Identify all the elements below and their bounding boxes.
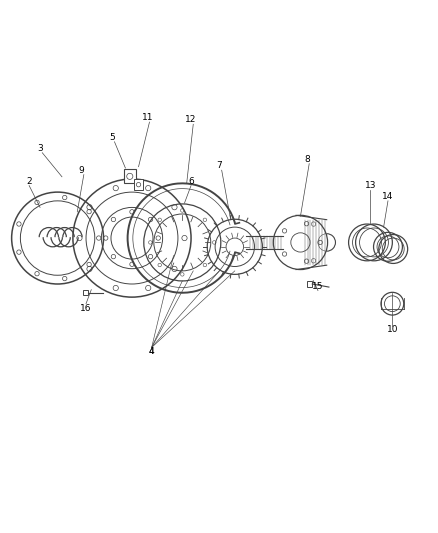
Text: 11: 11	[141, 113, 153, 122]
Text: 3: 3	[37, 144, 43, 153]
FancyBboxPatch shape	[134, 179, 143, 190]
Bar	[82, 290, 88, 295]
Text: 5: 5	[109, 133, 115, 142]
Text: 4: 4	[148, 348, 154, 357]
Text: 13: 13	[364, 181, 375, 190]
FancyBboxPatch shape	[124, 169, 136, 183]
Text: 2: 2	[26, 176, 32, 185]
Text: 8: 8	[304, 155, 309, 164]
Circle shape	[136, 182, 141, 187]
Text: 9: 9	[78, 166, 85, 175]
Text: 10: 10	[386, 326, 397, 334]
Circle shape	[127, 173, 133, 180]
Text: 16: 16	[80, 304, 92, 312]
Text: 12: 12	[185, 116, 196, 124]
Text: 15: 15	[311, 282, 323, 290]
Bar	[306, 281, 311, 287]
Text: 14: 14	[381, 192, 393, 201]
Text: 4: 4	[148, 348, 154, 357]
Text: 6: 6	[188, 176, 194, 185]
Text: 7: 7	[216, 161, 222, 171]
